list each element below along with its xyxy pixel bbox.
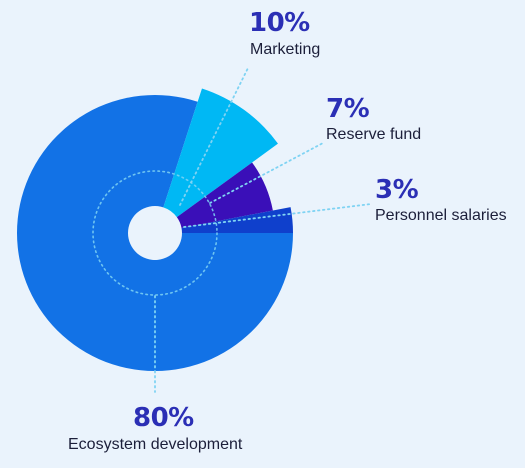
leader-line-marketing (179, 67, 249, 206)
slice-percent-marketing: 10% (249, 8, 310, 38)
slice-label-reserve-fund: Reserve fund (326, 126, 422, 143)
pie-slice-personnel-salaries (181, 207, 293, 233)
pie-slice-marketing (163, 88, 278, 218)
slice-percent-ecosystem-development: 80% (133, 403, 194, 433)
slice-label-ecosystem-development: Ecosystem development (68, 436, 243, 453)
slice-label-personnel-salaries: Personnel salaries (375, 207, 507, 224)
leader-line-personnel-salaries (183, 203, 372, 228)
slice-label-marketing: Marketing (250, 41, 321, 58)
leader-line-reserve-fund (209, 142, 324, 204)
pie-slice-ecosystem-development (17, 94, 294, 372)
slice-percent-personnel-salaries: 3% (375, 175, 419, 205)
slice-percent-reserve-fund: 7% (326, 94, 370, 124)
inner-guide-ring (92, 170, 218, 296)
